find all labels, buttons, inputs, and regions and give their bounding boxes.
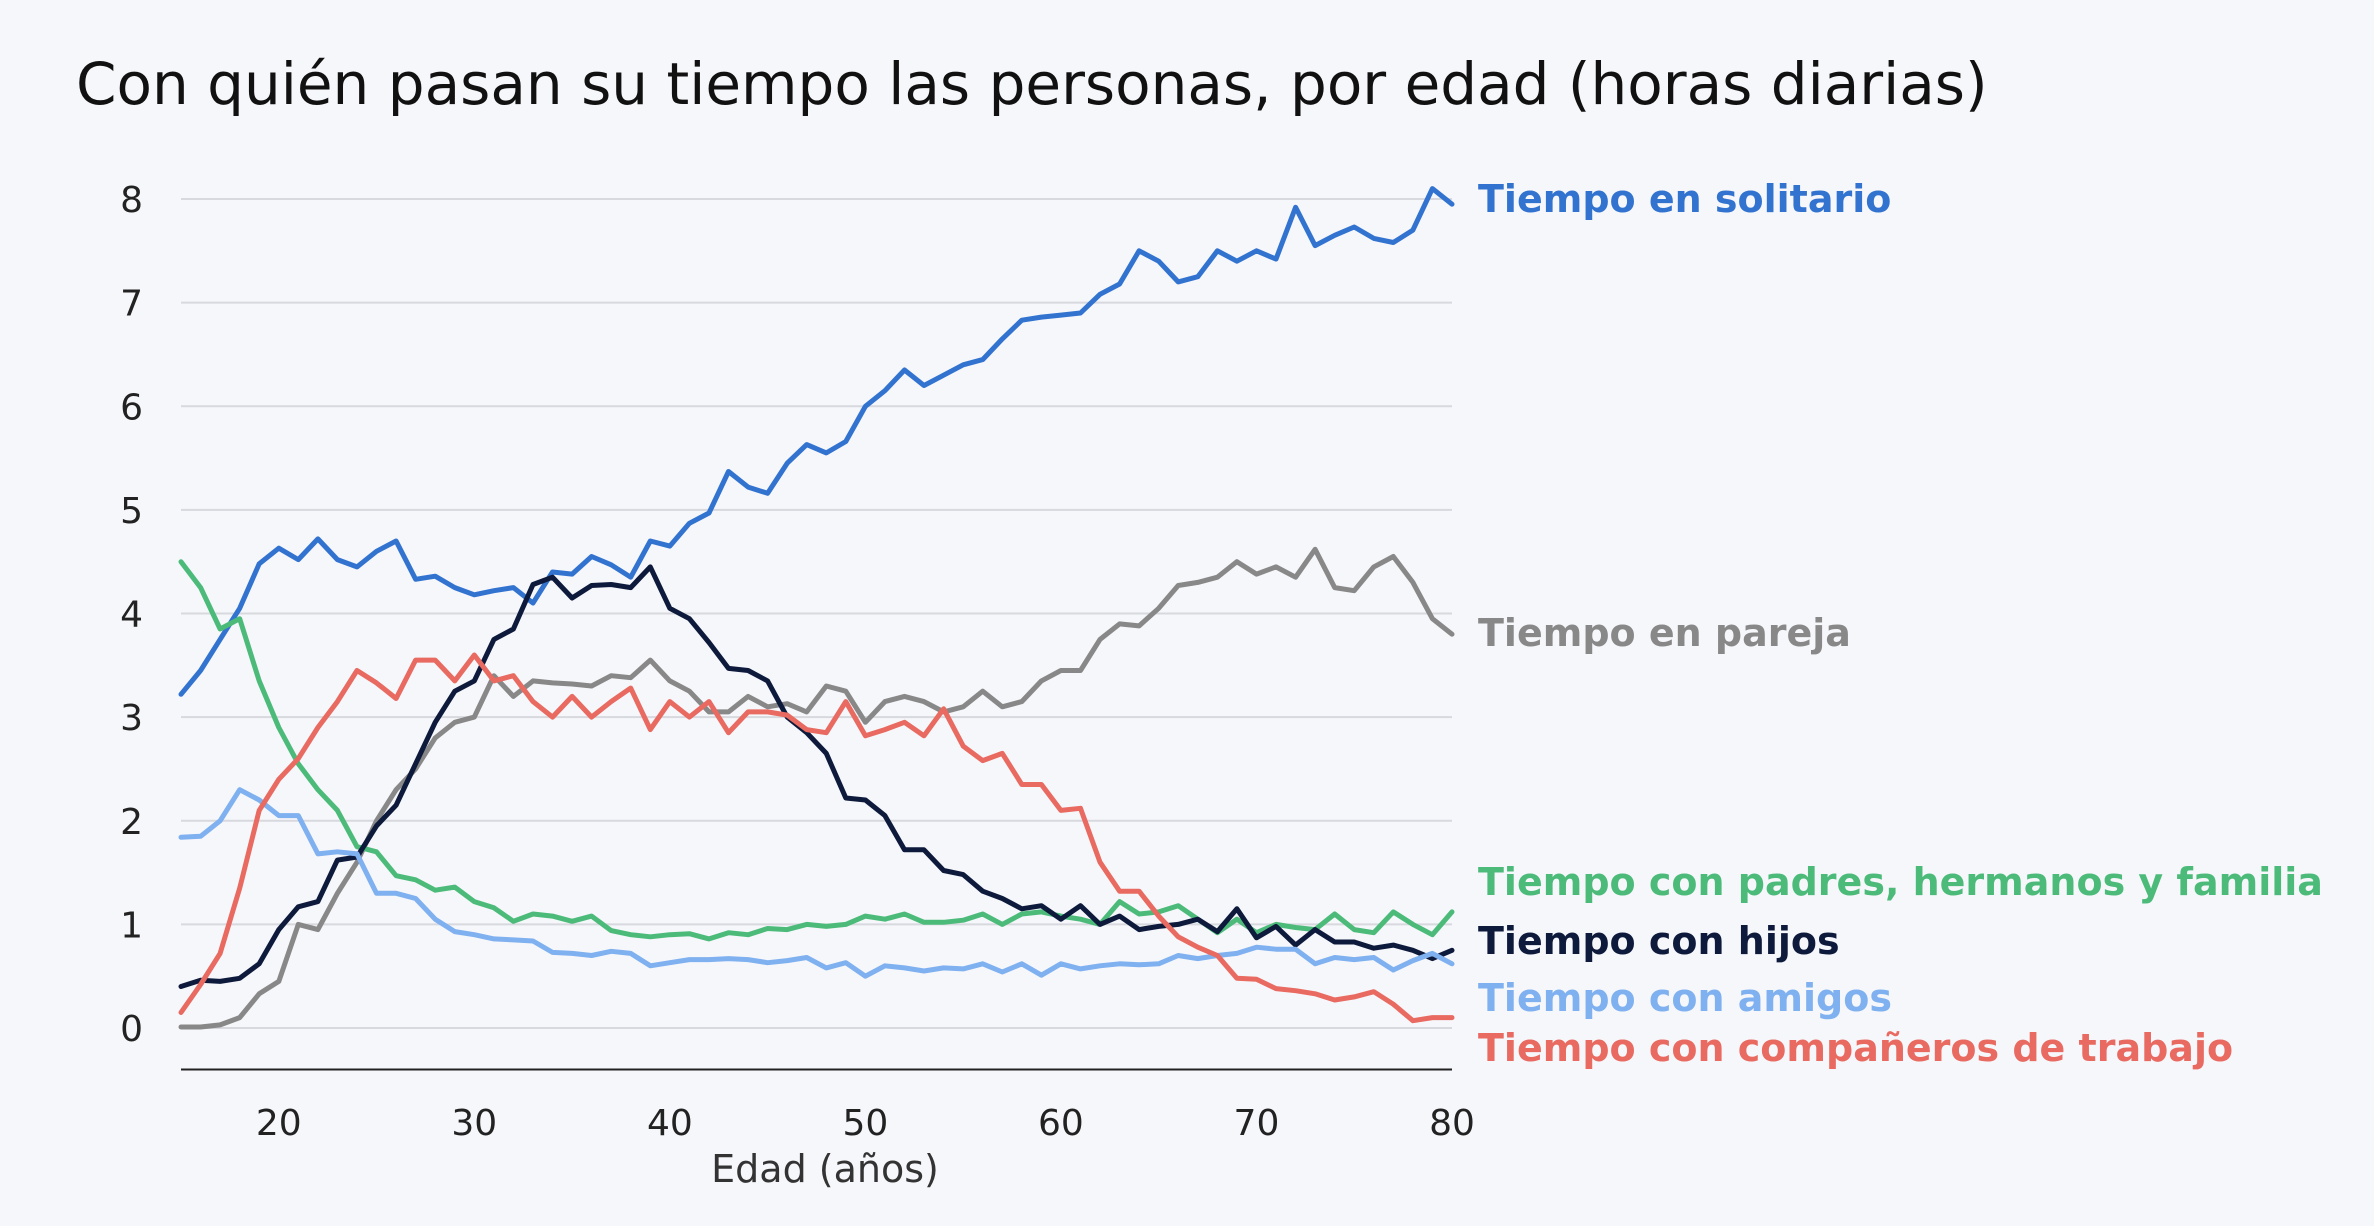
series-line	[178, 186, 1455, 697]
x-tick-label: 30	[451, 1103, 497, 1144]
x-tick-label: 70	[1234, 1103, 1280, 1144]
x-tick-label: 60	[1038, 1103, 1084, 1144]
y-tick-label: 2	[120, 802, 143, 843]
y-tick-label: 3	[120, 698, 143, 739]
y-tick-label: 7	[120, 284, 143, 325]
series-line	[178, 787, 1455, 979]
y-tick-label: 5	[120, 491, 143, 532]
y-tick-label: 0	[120, 1009, 143, 1050]
series-label: Tiempo con padres, hermanos y familia	[1478, 860, 2323, 904]
y-tick-label: 8	[120, 180, 143, 221]
gridlines	[181, 198, 1452, 1029]
series-label: Tiempo en solitario	[1478, 177, 1891, 221]
x-tick-label: 40	[647, 1103, 693, 1144]
y-tick-labels: 0 1 2 3 4 5 6 7 8	[120, 180, 143, 1050]
x-tick-labels: 20 30 40 50 60 70 80	[256, 1103, 1475, 1144]
series-line	[178, 564, 1455, 989]
x-axis-title: Edad (años)	[711, 1147, 939, 1191]
y-tick-label: 6	[120, 387, 143, 428]
series-lines	[178, 186, 1455, 1030]
series-line	[178, 559, 1455, 942]
series-label: Tiempo con compañeros de trabajo	[1478, 1026, 2233, 1070]
series-labels: Tiempo en solitario Tiempo en pareja Tiemp…	[1478, 177, 2323, 1070]
x-tick-label: 50	[842, 1103, 888, 1144]
y-tick-label: 4	[120, 595, 143, 636]
series-label: Tiempo con hijos	[1478, 919, 1840, 963]
series-label: Tiempo con amigos	[1478, 976, 1892, 1020]
x-tick-label: 20	[256, 1103, 302, 1144]
y-tick-label: 1	[120, 905, 143, 946]
series-label: Tiempo en pareja	[1478, 611, 1851, 655]
chart-title: Con quién pasan su tiempo las personas, …	[76, 50, 1988, 118]
series-line	[178, 546, 1455, 1030]
x-tick-label: 80	[1429, 1103, 1475, 1144]
series-line	[178, 652, 1455, 1024]
